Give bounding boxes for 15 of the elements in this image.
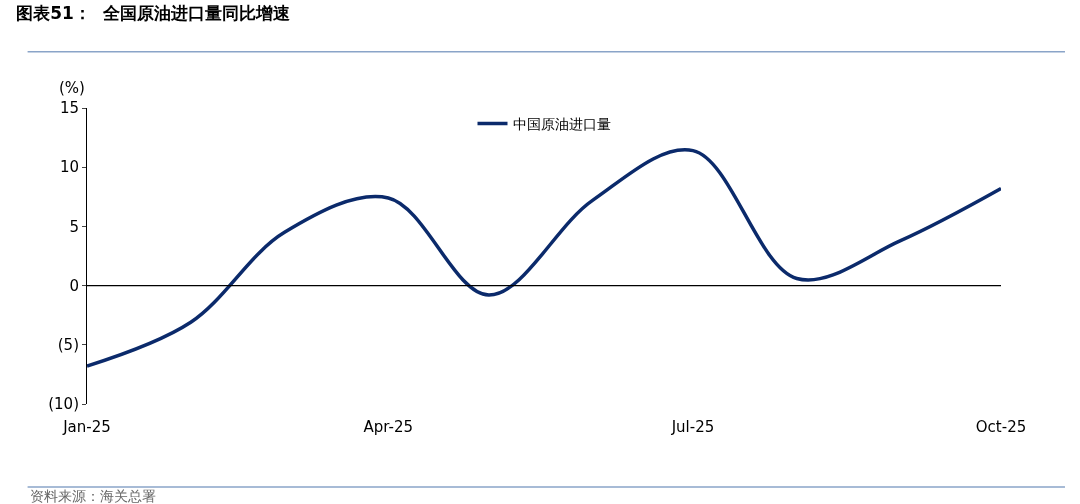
y-axis-title: (%) (59, 79, 85, 97)
y-tick-label: 15 (59, 99, 79, 118)
y-tick-label: 5 (69, 217, 79, 236)
y-tick-label: (5) (57, 336, 79, 355)
y-tick-label: 0 (69, 276, 79, 295)
line-series (87, 148, 1001, 368)
legend-label: 中国原油进口量 (512, 116, 611, 133)
x-tick-label: Jul-25 (670, 418, 715, 436)
y-tick-label: (10) (48, 395, 79, 414)
x-tick-label: Jan-25 (62, 418, 111, 436)
y-tick-label: 10 (59, 158, 79, 177)
chart-title: 图表51： 全国原油进口量同比增速 (16, 3, 290, 24)
x-tick-label: Oct-25 (975, 418, 1027, 436)
x-tick-label: Apr-25 (363, 418, 414, 436)
text: 资料来源：海关总署 (30, 488, 156, 504)
